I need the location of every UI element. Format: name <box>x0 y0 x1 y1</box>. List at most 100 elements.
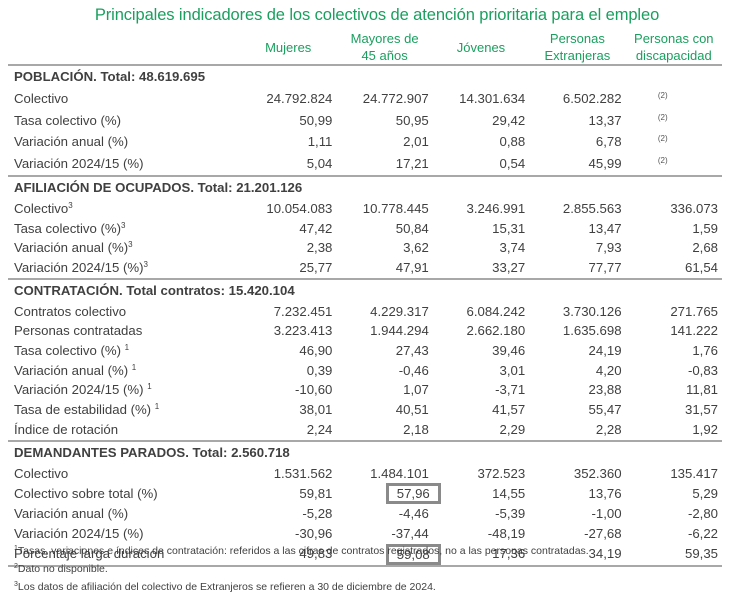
value-text: 33,27 <box>492 259 526 275</box>
column-header-line1: Mayores de <box>350 31 419 46</box>
cell-value: 3.246.991 <box>433 199 529 219</box>
value-text: 13,37 <box>588 112 622 128</box>
value-text: -0,46 <box>398 362 429 378</box>
row-label: Variación 2024/15 (%) <box>8 524 240 544</box>
cell-value: 1.944.294 <box>336 321 432 341</box>
value-text: 29,42 <box>492 112 526 128</box>
cell-value: 2,29 <box>432 419 530 442</box>
cell-value: -48,19 <box>433 524 529 544</box>
cell-value: 50,84 <box>336 219 432 239</box>
row-label-text: Variación anual (%) <box>14 362 129 378</box>
row-label-text: Variación 2024/15 (%) <box>14 382 144 398</box>
column-header: Personas con discapacidad <box>626 30 722 65</box>
row-label-text: Porcentaje larga duración <box>14 546 165 562</box>
value-text: 1.944.294 <box>370 323 429 339</box>
value-text: -5,39 <box>495 506 526 522</box>
row-label-text: Colectivo <box>14 465 69 481</box>
cell-value: 24.792.824 <box>240 88 336 110</box>
value-text: 14,55 <box>492 485 526 501</box>
value-text: 31,57 <box>684 402 718 418</box>
value-text: 2,01 <box>403 134 429 150</box>
table-row: Tasa de estabilidad (%) 1 38,01 40,51 41,57… <box>8 400 722 420</box>
value-text: 372.523 <box>477 465 526 481</box>
row-label-text: Tasa de estabilidad (%) <box>14 402 152 418</box>
value-text: 11,81 <box>685 382 718 398</box>
row-label: Colectivo3 <box>8 199 240 219</box>
cell-value: 6.502.282 <box>529 88 625 110</box>
row-label-text: Colectivo <box>14 200 69 216</box>
cell-value: (2) <box>625 153 722 177</box>
footnote: 3Los datos de afiliación del colectivo d… <box>14 578 589 596</box>
value-text: 0,88 <box>499 134 526 150</box>
value-text: -37,44 <box>391 525 429 541</box>
row-label-text: Variación anual (%) <box>14 134 129 150</box>
row-label: Contratos colectivo <box>8 302 240 322</box>
cell-value: -4,46 <box>336 504 432 524</box>
cell-value: 1.531.562 <box>240 464 336 484</box>
column-header-line1: Jóvenes <box>456 39 506 55</box>
cell-value: 40,51 <box>336 400 432 420</box>
value-text: 59,35 <box>684 546 718 562</box>
value-text: 50,84 <box>395 220 429 236</box>
value-text: 7,93 <box>595 240 622 256</box>
cell-value: 2,38 <box>240 238 336 258</box>
footnote: 2Dato no disponible. <box>14 560 589 578</box>
cell-value: 2,01 <box>336 131 432 153</box>
row-label: Variación anual (%) 1 <box>8 361 240 381</box>
cell-value: 1,92 <box>625 419 722 442</box>
value-text: 47,91 <box>395 259 429 275</box>
cell-value: 46,90 <box>240 341 336 361</box>
value-text: 55,47 <box>588 402 622 418</box>
row-label: Tasa de estabilidad (%) 1 <box>8 400 240 420</box>
cell-value: 59,08 <box>336 543 441 567</box>
highlighted-value: 57,96 <box>385 483 441 505</box>
row-label: Variación anual (%) <box>8 131 240 153</box>
row-label: Colectivo <box>8 88 240 110</box>
cell-value: 10.054.083 <box>240 199 336 219</box>
cell-value: 1.635.698 <box>529 321 625 341</box>
footnote-number: 1 <box>14 545 18 552</box>
cell-value: 45,99 <box>529 153 626 177</box>
cell-value: 25,77 <box>240 257 337 280</box>
value-text: 5,04 <box>306 156 333 172</box>
value-text: 6.502.282 <box>562 91 622 106</box>
value-text: 271.765 <box>670 303 718 319</box>
value-text: 141.222 <box>670 323 718 339</box>
value-text: 24,19 <box>588 343 622 359</box>
value-text: 2,29 <box>499 421 526 437</box>
value-text: 34,19 <box>588 546 622 562</box>
cell-value: -1,00 <box>529 504 625 524</box>
section-heading: AFILIACIÓN DE OCUPADOS. Total: 21.201.12… <box>14 179 303 195</box>
cell-value: 29,42 <box>433 110 529 132</box>
row-label: Variación 2024/15 (%)3 <box>8 257 240 280</box>
cell-value: -5,28 <box>240 504 336 524</box>
footnote-ref: 3 <box>121 220 126 230</box>
cell-value: 47,91 <box>336 257 433 280</box>
value-text: -27,68 <box>584 525 622 541</box>
cell-value: 352.360 <box>529 464 625 484</box>
cell-value: 0,88 <box>433 131 529 153</box>
cell-value: -2,80 <box>626 504 722 524</box>
cell-value: 2,68 <box>626 238 722 258</box>
row-label-text: Colectivo <box>14 91 69 106</box>
value-text: 3,62 <box>403 240 429 256</box>
cell-value: 6,78 <box>529 131 625 153</box>
value-text: 4.229.317 <box>370 303 429 319</box>
cell-value: -3,71 <box>433 380 529 400</box>
cell-value: 13,76 <box>529 483 625 504</box>
value-text: -10,60 <box>294 382 333 398</box>
value-text: 1.635.698 <box>562 323 622 339</box>
cell-value: 31,57 <box>626 400 722 420</box>
footnote-number: 3 <box>14 581 18 588</box>
table-row: Variación anual (%)3 2,38 3,62 3,74 7,93 2,68 <box>8 238 722 258</box>
value-text: 1.484.101 <box>370 465 429 481</box>
cell-value: 34,19 <box>529 543 626 567</box>
value-text: 10.054.083 <box>266 200 333 216</box>
value-text: 61,54 <box>684 259 718 275</box>
footnote-text: Los datos de afiliación del colectivo de… <box>17 581 436 593</box>
value-text: -2,80 <box>687 506 718 522</box>
column-header: Personas Extranjeras <box>529 30 625 65</box>
row-label-text: Personas contratadas <box>14 323 143 339</box>
value-text: 24.772.907 <box>362 91 429 106</box>
value-text: 17,36 <box>492 546 526 562</box>
